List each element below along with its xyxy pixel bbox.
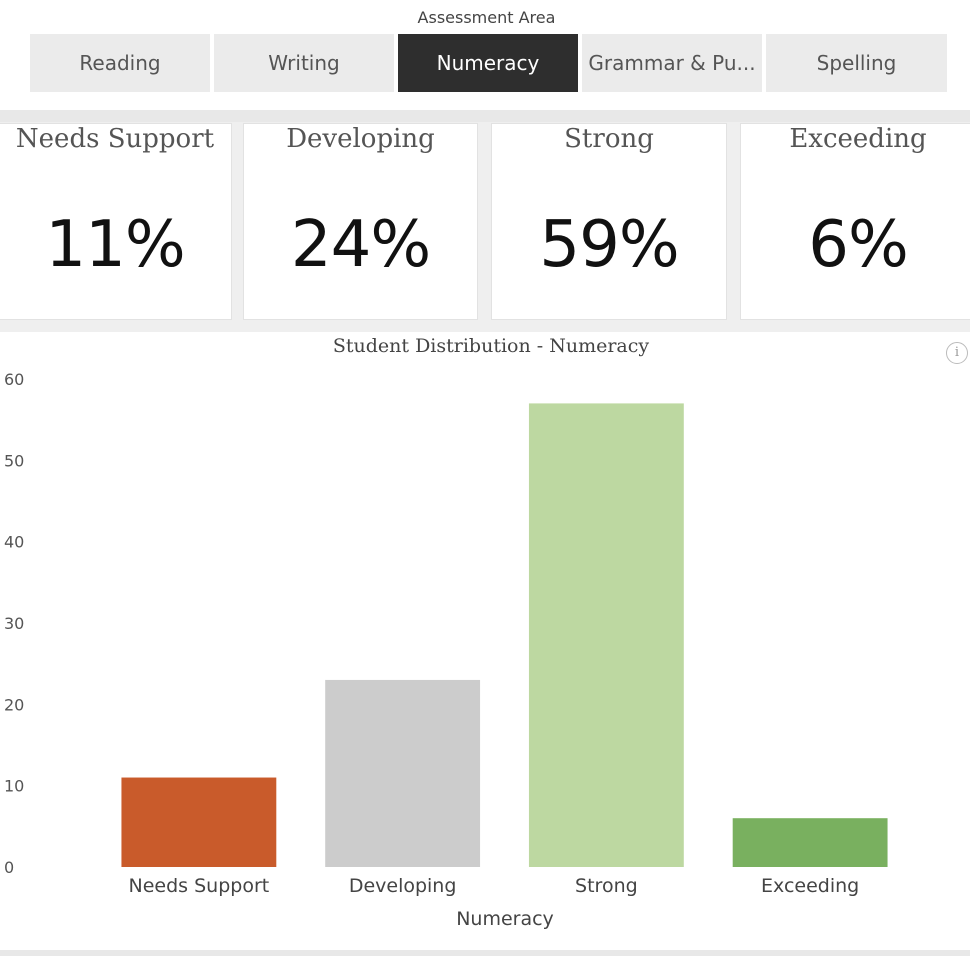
slicer-title: Assessment Area (417, 8, 556, 27)
x-tick-label: Strong (575, 875, 638, 897)
tab-spelling[interactable]: Spelling (766, 34, 947, 92)
y-tick-label: 10 (4, 777, 24, 796)
x-axis-title: Numeracy (456, 908, 554, 930)
chart-title: Student Distribution - Numeracy (332, 335, 650, 357)
y-tick-label: 30 (4, 614, 24, 633)
bar-exceeding[interactable] (732, 818, 888, 867)
x-tick-label: Needs Support (129, 875, 270, 897)
tab-numeracy[interactable]: Numeracy (398, 34, 578, 92)
card-value: 24% (290, 208, 431, 282)
y-tick-label: 50 (4, 451, 24, 470)
card-value: 59% (539, 208, 679, 282)
y-tick-label: 40 (4, 533, 24, 552)
assessment-area-tabs: Reading Writing Numeracy Grammar & Pu...… (30, 34, 947, 92)
card-title: Exceeding (789, 124, 927, 154)
card-needs-support: Needs Support 11% (0, 123, 232, 320)
tab-grammar-punctuation[interactable]: Grammar & Pu... (582, 34, 762, 92)
bar-developing[interactable] (325, 679, 481, 867)
card-value: 6% (808, 208, 909, 282)
tab-writing[interactable]: Writing (214, 34, 394, 92)
card-title: Needs Support (15, 124, 215, 154)
card-title: Strong (564, 124, 654, 154)
x-tick-label: Developing (349, 875, 457, 897)
bar-chart: 0 10 20 30 40 50 60 Needs Support Developing Str… (4, 370, 888, 930)
x-axis: Needs Support Developing Strong Exceeding (129, 875, 860, 897)
y-tick-label: 60 (4, 370, 24, 389)
card-strong: Strong 59% (491, 123, 727, 320)
y-tick-label: 20 (4, 695, 24, 714)
x-tick-label: Exceeding (761, 875, 859, 897)
bottom-divider (0, 950, 970, 956)
bars (121, 403, 888, 867)
y-tick-label: 0 (4, 858, 14, 877)
card-exceeding: Exceeding 6% (740, 123, 970, 320)
bar-needs-support[interactable] (121, 777, 277, 867)
card-value: 11% (45, 208, 185, 282)
info-icon[interactable]: i (946, 342, 968, 364)
card-title: Developing (286, 124, 435, 154)
y-axis: 0 10 20 30 40 50 60 (4, 370, 24, 877)
bar-strong[interactable] (528, 403, 684, 867)
card-developing: Developing 24% (243, 123, 478, 320)
tab-reading[interactable]: Reading (30, 34, 210, 92)
